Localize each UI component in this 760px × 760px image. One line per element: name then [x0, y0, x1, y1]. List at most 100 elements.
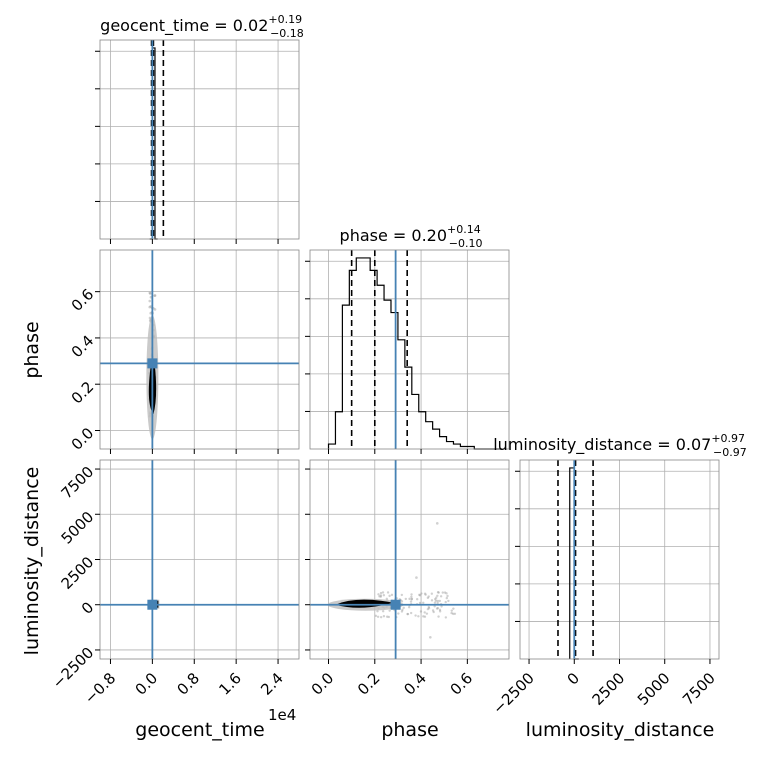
scatter-pt-phase-ld — [400, 610, 404, 613]
yticklabel-phase-3: 0.6 — [68, 285, 98, 315]
xticklabel-luminosity_distance-2: 2500 — [589, 669, 629, 709]
scatter-pt-gt-phase — [148, 292, 152, 295]
scatter-pt-gt-phase — [153, 294, 156, 297]
scatter-pt-phase-ld — [388, 609, 391, 612]
scatter-pt-phase-ld — [450, 609, 453, 612]
hist-phase — [327, 257, 503, 450]
scatter-pt-phase-ld — [397, 612, 400, 615]
scatter-pt-phase-ld — [410, 595, 413, 599]
ylabel-phase: phase — [21, 321, 43, 378]
scatter-pt-phase-ld — [406, 612, 410, 616]
density-core-phase-ld — [335, 599, 394, 608]
scatter-pt-phase-ld — [427, 605, 430, 609]
xlabel-phase: phase — [381, 719, 438, 741]
scatter-pt-phase-ld — [374, 614, 378, 618]
xticklabel-phase-3: 0.6 — [447, 669, 477, 699]
scatter-pt-phase-ld — [436, 601, 439, 605]
yticklabel-luminosity_distance-1: 0 — [78, 598, 97, 617]
scatter-pt-phase-ld — [402, 606, 405, 610]
title-phase: phase = 0.20+0.14 −0.10 — [340, 223, 483, 250]
truth-point-2-1 — [390, 599, 401, 610]
xticklabel-geocent_time-3: 1.6 — [215, 669, 245, 699]
scatter-pt-phase-ld — [406, 612, 409, 616]
scatter-pt-phase-ld — [438, 610, 442, 613]
data-layer — [100, 40, 594, 660]
title-geocent-time: geocent_time = 0.02+0.19 −0.18 — [100, 13, 304, 40]
scatter-pt-gt-phase — [153, 308, 157, 311]
scatter-pt-phase-ld — [420, 592, 423, 595]
xticklabel-phase-2: 0.4 — [400, 669, 430, 699]
scatter-pt-phase-ld — [423, 592, 427, 595]
panel-1-1-frame — [309, 249, 510, 450]
xticklabel-luminosity_distance-3: 5000 — [634, 669, 674, 709]
scatter-pt-phase-ld — [436, 606, 440, 610]
scatter-pt-phase-ld — [423, 615, 427, 618]
scatter-pt-phase-ld — [422, 615, 425, 618]
scatter-pt-phase-ld — [436, 591, 440, 594]
scatter-pt-phase-ld — [437, 591, 440, 594]
scatter-pt-phase-ld — [410, 597, 414, 600]
scatter-pt-gt-phase — [153, 294, 157, 297]
scatter-pt-phase-ld — [416, 598, 419, 601]
scatter-pt-phase-ld — [379, 594, 383, 597]
title-luminosity-distance: luminosity_distance = 0.07+0.97 −0.97 — [493, 432, 747, 459]
scatter-pt-gt-phase — [149, 311, 152, 315]
scatter-pt-phase-ld — [388, 594, 391, 598]
scatter-pt-phase-ld — [381, 591, 385, 594]
scatter-pt-phase-ld — [445, 592, 448, 595]
scatter-pt-phase-ld — [430, 599, 434, 602]
scatter-pt-phase-ld — [436, 594, 439, 597]
scatter-pt-phase-ld — [382, 594, 386, 597]
scatter-pt-phase-ld — [447, 599, 450, 603]
xticklabel-phase-0: 0.0 — [308, 669, 338, 699]
scatter-pt-phase-ld — [451, 612, 455, 616]
scatter-pt-phase-ld — [446, 594, 449, 598]
panel-1-0-frame — [99, 249, 300, 450]
scatter-pt-phase-ld — [410, 598, 413, 601]
scatter-pt-phase-ld — [441, 591, 444, 594]
xticklabel-geocent_time-2: 0.8 — [173, 669, 203, 699]
xticklabel-phase-1: 0.2 — [354, 669, 384, 699]
scatter-pt-phase-ld — [378, 595, 381, 598]
scatter-pt-phase-ld — [426, 607, 430, 611]
scatter-pt-phase-ld — [422, 601, 425, 605]
scatter-pt-phase-ld — [418, 594, 422, 597]
truth-point-2-0 — [147, 599, 158, 610]
scatter-pt-phase-ld — [381, 610, 385, 613]
scatter-pt-phase-ld — [408, 597, 411, 601]
scatter-pt-phase-ld — [377, 593, 380, 596]
scatter-pt-phase-ld — [434, 597, 437, 601]
scatter-pt-phase-ld — [450, 611, 453, 615]
scatter-pt-phase-ld — [427, 595, 430, 598]
xticklabel-geocent_time-1: 0.0 — [132, 669, 162, 699]
scatter-pt-phase-ld — [445, 596, 448, 600]
scatter-outlier-phase-ld-1 — [429, 635, 432, 639]
scatter-pt-phase-ld — [444, 616, 448, 619]
scatter-pt-phase-ld — [432, 610, 435, 614]
xticklabel-luminosity_distance-0: −2500 — [489, 669, 538, 718]
scatter-pt-phase-ld — [438, 608, 442, 612]
scatter-pt-phase-ld — [385, 615, 389, 618]
scatter-pt-phase-ld — [433, 605, 436, 608]
scatter-pt-phase-ld — [404, 597, 407, 601]
scatter-pt-phase-ld — [435, 607, 439, 610]
panel-0-0-frame — [99, 39, 300, 240]
scatter-pt-phase-ld — [430, 592, 434, 595]
scatter-pt-phase-ld — [379, 615, 383, 619]
scatter-pt-phase-ld — [387, 615, 391, 619]
scatter-pt-phase-ld — [423, 611, 426, 614]
scatter-pt-phase-ld — [400, 600, 404, 603]
scatter-pt-phase-ld — [434, 599, 438, 602]
scatter-pt-phase-ld — [376, 609, 379, 613]
scatter-pt-phase-ld — [427, 607, 431, 610]
scatter-pt-phase-ld — [438, 599, 441, 603]
scatter-pt-phase-ld — [382, 615, 386, 618]
scatter-pt-phase-ld — [386, 591, 390, 594]
scatter-pt-phase-ld — [409, 600, 413, 603]
xticklabel-luminosity_distance-1: 0 — [564, 669, 583, 688]
scatter-pt-phase-ld — [440, 605, 443, 608]
xlabel-geocent-time: geocent_time — [135, 719, 264, 741]
scatter-pt-phase-ld — [431, 609, 435, 612]
scatter-pt-phase-ld — [410, 593, 413, 596]
scatter-pt-phase-ld — [435, 596, 438, 599]
